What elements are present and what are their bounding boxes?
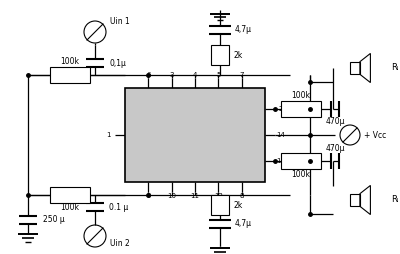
Text: 12: 12 [214,193,223,199]
Bar [50,67,90,83]
Text: 100k: 100k [60,57,80,67]
Text: 6: 6 [146,72,150,78]
Bar [350,194,360,206]
Text: 2: 2 [279,106,283,112]
Text: Rₗ: Rₗ [391,64,398,72]
Text: 4,7μ: 4,7μ [235,219,252,229]
Bar [211,195,229,215]
Text: 9: 9 [146,193,150,199]
Text: 4: 4 [193,72,197,78]
Bar [125,88,265,182]
Text: Rₗ: Rₗ [391,196,398,204]
Text: 7: 7 [240,72,244,78]
Text: 13: 13 [276,158,286,164]
Text: Uin 2: Uin 2 [110,240,130,248]
Text: 100k: 100k [291,170,310,179]
Text: 11: 11 [190,193,200,199]
Text: 2k: 2k [234,200,243,210]
Text: 0.1 μ: 0.1 μ [109,202,128,212]
Bar [50,187,90,203]
Text: 5: 5 [216,72,220,78]
Text: 100k: 100k [291,91,310,100]
Text: 100k: 100k [60,203,80,213]
Text: Uin 1: Uin 1 [110,18,130,26]
Text: 14: 14 [276,132,286,138]
Text: 470μ: 470μ [325,117,345,126]
Bar [211,45,229,65]
Text: 8: 8 [240,193,244,199]
Text: 250 μ: 250 μ [43,215,65,225]
Text: 470μ: 470μ [325,144,345,153]
Bar [280,153,320,169]
Text: 2k: 2k [234,51,243,59]
Text: 1: 1 [106,132,110,138]
Bar [350,62,360,74]
Text: 4,7μ: 4,7μ [235,25,252,35]
Text: 0,1μ: 0,1μ [109,58,126,68]
Bar [280,101,320,117]
Text: 10: 10 [167,193,176,199]
Text: + Vcc: + Vcc [364,131,386,139]
Text: 3: 3 [170,72,174,78]
